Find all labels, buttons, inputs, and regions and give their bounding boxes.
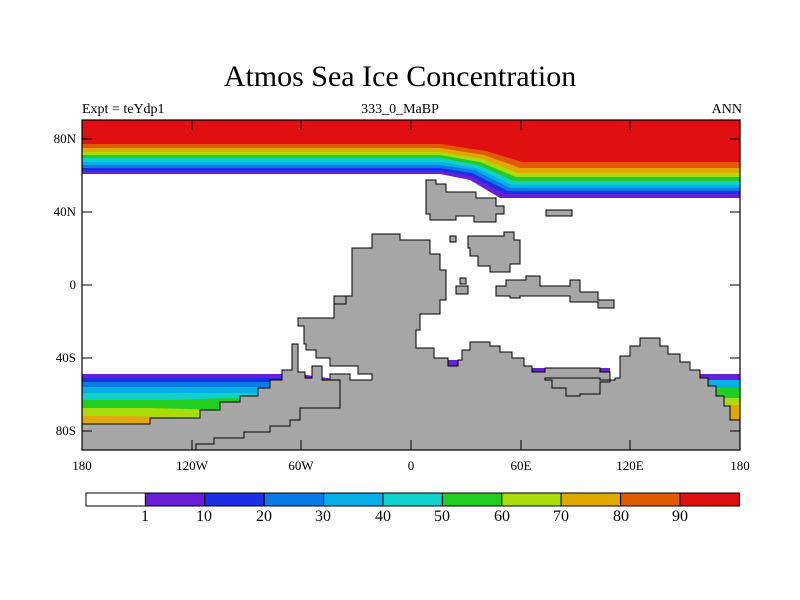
land-south-main [195, 233, 740, 450]
colorbar-label: 20 [256, 508, 272, 525]
land-small-4 [333, 295, 347, 305]
colorbar-swatch [620, 492, 681, 507]
land-north [425, 179, 505, 223]
colorbar-swatch [204, 492, 265, 507]
colorbar-label: 30 [315, 508, 331, 525]
land-small-5 [459, 277, 467, 285]
colorbar-swatch [323, 492, 384, 507]
map-field [82, 120, 740, 450]
land-small-3 [455, 285, 469, 295]
colorbar-label: 60 [494, 508, 510, 525]
season-label: ANN [711, 102, 742, 117]
colorbar-swatch [441, 492, 503, 507]
time-label: 333_0_MaBP [361, 102, 439, 117]
colorbar-label: 50 [434, 508, 450, 525]
colorbar-swatch [263, 492, 325, 507]
colorbar-label: 10 [196, 508, 212, 525]
colorbar-label: 1 [141, 508, 149, 525]
x-tick-label: 180 [72, 458, 92, 473]
colorbar-label: 70 [553, 508, 569, 525]
map-title: Atmos Sea Ice Concentration [223, 60, 577, 93]
colorbar-label: 90 [672, 508, 688, 525]
y-axis-ticks [82, 138, 740, 432]
y-tick-label: 0 [69, 277, 77, 292]
x-tick-label: 120W [176, 458, 208, 473]
land-masses [82, 179, 740, 450]
x-tick-label: 180 [730, 458, 750, 473]
x-axis-ticks [81, 120, 741, 450]
colorbar-swatch [85, 492, 146, 507]
colorbar-swatch [382, 492, 443, 507]
y-tick-label: 40N [53, 204, 76, 219]
experiment-label: Expt = teYdp1 [82, 102, 165, 117]
x-tick-label: 60W [288, 458, 314, 473]
land-small-2 [449, 235, 457, 243]
colorbar [85, 492, 740, 507]
y-tick-label: 80N [53, 131, 76, 146]
y-tick-label: 40S [55, 350, 76, 365]
colorbar-swatch [501, 492, 562, 507]
ice-band-north [82, 120, 740, 162]
colorbar-label: 80 [613, 508, 629, 525]
x-tick-label: 120E [616, 458, 644, 473]
x-tick-label: 60E [510, 458, 532, 473]
x-tick-label: 0 [407, 458, 415, 473]
colorbar-swatch [144, 492, 206, 507]
colorbar-swatch [679, 492, 740, 507]
colorbar-swatch [560, 492, 622, 507]
colorbar-label: 40 [375, 508, 391, 525]
land-east [495, 275, 615, 309]
land-small-1 [545, 209, 573, 217]
y-tick-label: 80S [55, 423, 76, 438]
land-north-2 [467, 231, 521, 273]
